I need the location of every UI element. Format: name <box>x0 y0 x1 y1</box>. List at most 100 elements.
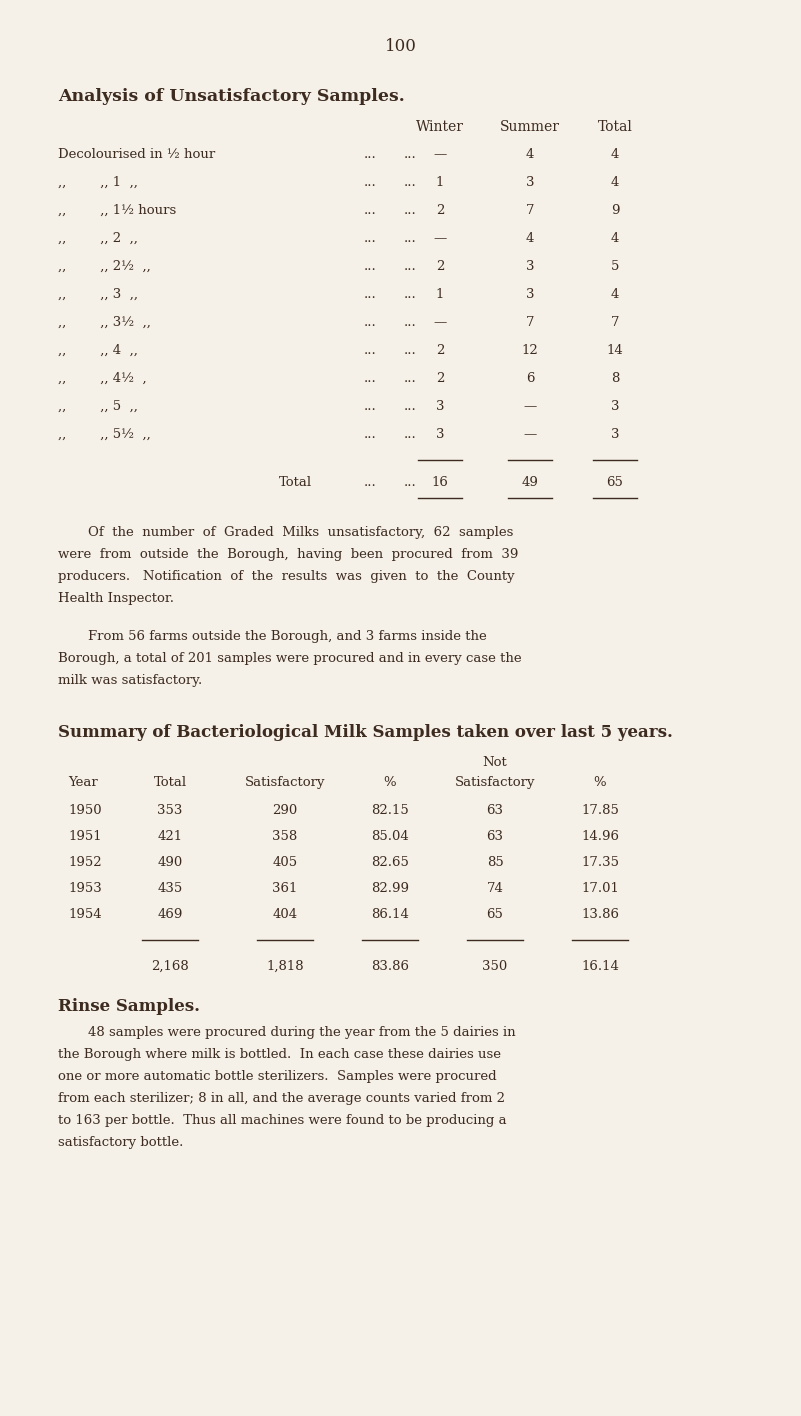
Text: ...: ... <box>404 261 417 273</box>
Text: ...: ... <box>364 344 376 357</box>
Text: ...: ... <box>364 372 376 385</box>
Text: Summer: Summer <box>500 120 560 135</box>
Text: 2: 2 <box>436 344 445 357</box>
Text: 85.04: 85.04 <box>371 830 409 843</box>
Text: ...: ... <box>404 204 417 217</box>
Text: ...: ... <box>364 316 376 329</box>
Text: ...: ... <box>364 428 376 440</box>
Text: 4: 4 <box>611 232 619 245</box>
Text: 7: 7 <box>525 316 534 329</box>
Text: ...: ... <box>404 149 417 161</box>
Text: 3: 3 <box>436 399 445 413</box>
Text: 49: 49 <box>521 476 538 489</box>
Text: 1: 1 <box>436 176 445 188</box>
Text: 405: 405 <box>272 857 297 869</box>
Text: 17.35: 17.35 <box>581 857 619 869</box>
Text: Total: Total <box>154 776 187 789</box>
Text: 8: 8 <box>611 372 619 385</box>
Text: 3: 3 <box>610 428 619 440</box>
Text: ,,        ,, 2  ,,: ,, ,, 2 ,, <box>58 232 138 245</box>
Text: 4: 4 <box>611 149 619 161</box>
Text: 14.96: 14.96 <box>581 830 619 843</box>
Text: 358: 358 <box>272 830 298 843</box>
Text: Summary of Bacteriological Milk Samples taken over last 5 years.: Summary of Bacteriological Milk Samples … <box>58 724 673 741</box>
Text: ...: ... <box>404 316 417 329</box>
Text: ...: ... <box>364 287 376 302</box>
Text: Rinse Samples.: Rinse Samples. <box>58 998 200 1015</box>
Text: 86.14: 86.14 <box>371 908 409 920</box>
Text: ,,        ,, 5  ,,: ,, ,, 5 ,, <box>58 399 138 413</box>
Text: ...: ... <box>404 428 417 440</box>
Text: 3: 3 <box>525 176 534 188</box>
Text: Total: Total <box>279 476 312 489</box>
Text: —: — <box>523 399 537 413</box>
Text: 63: 63 <box>486 804 504 817</box>
Text: Decolourised in ½ hour: Decolourised in ½ hour <box>58 149 215 161</box>
Text: 1954: 1954 <box>68 908 102 920</box>
Text: 290: 290 <box>272 804 298 817</box>
Text: ...: ... <box>404 372 417 385</box>
Text: ,,        ,, 2½  ,,: ,, ,, 2½ ,, <box>58 261 151 273</box>
Text: Satisfactory: Satisfactory <box>455 776 535 789</box>
Text: 1952: 1952 <box>68 857 102 869</box>
Text: ...: ... <box>404 176 417 188</box>
Text: 17.85: 17.85 <box>581 804 619 817</box>
Text: 490: 490 <box>157 857 183 869</box>
Text: 5: 5 <box>611 261 619 273</box>
Text: 2,168: 2,168 <box>151 960 189 973</box>
Text: ...: ... <box>364 399 376 413</box>
Text: 9: 9 <box>610 204 619 217</box>
Text: 13.86: 13.86 <box>581 908 619 920</box>
Text: Health Inspector.: Health Inspector. <box>58 592 174 605</box>
Text: ...: ... <box>364 204 376 217</box>
Text: Not: Not <box>483 756 507 769</box>
Text: 16.14: 16.14 <box>581 960 619 973</box>
Text: —: — <box>433 149 447 161</box>
Text: ...: ... <box>364 232 376 245</box>
Text: %: % <box>384 776 396 789</box>
Text: 16: 16 <box>432 476 449 489</box>
Text: were  from  outside  the  Borough,  having  been  procured  from  39: were from outside the Borough, having be… <box>58 548 518 561</box>
Text: ...: ... <box>364 149 376 161</box>
Text: ,,        ,, 4½  ,: ,, ,, 4½ , <box>58 372 147 385</box>
Text: 469: 469 <box>157 908 183 920</box>
Text: 435: 435 <box>157 882 183 895</box>
Text: Satisfactory: Satisfactory <box>245 776 325 789</box>
Text: 2: 2 <box>436 372 445 385</box>
Text: 404: 404 <box>272 908 297 920</box>
Text: 65: 65 <box>606 476 623 489</box>
Text: the Borough where milk is bottled.  In each case these dairies use: the Borough where milk is bottled. In ea… <box>58 1048 501 1061</box>
Text: Analysis of Unsatisfactory Samples.: Analysis of Unsatisfactory Samples. <box>58 88 405 105</box>
Text: milk was satisfactory.: milk was satisfactory. <box>58 674 202 687</box>
Text: 3: 3 <box>525 287 534 302</box>
Text: 3: 3 <box>610 399 619 413</box>
Text: Of  the  number  of  Graded  Milks  unsatisfactory,  62  samples: Of the number of Graded Milks unsatisfac… <box>88 525 513 539</box>
Text: ...: ... <box>364 261 376 273</box>
Text: %: % <box>594 776 606 789</box>
Text: 1,818: 1,818 <box>266 960 304 973</box>
Text: 350: 350 <box>482 960 508 973</box>
Text: 361: 361 <box>272 882 298 895</box>
Text: 4: 4 <box>525 232 534 245</box>
Text: 7: 7 <box>610 316 619 329</box>
Text: ...: ... <box>404 399 417 413</box>
Text: 4: 4 <box>611 287 619 302</box>
Text: —: — <box>433 232 447 245</box>
Text: 3: 3 <box>525 261 534 273</box>
Text: ...: ... <box>364 476 376 489</box>
Text: from each sterilizer; 8 in all, and the average counts varied from 2: from each sterilizer; 8 in all, and the … <box>58 1092 505 1104</box>
Text: ...: ... <box>404 287 417 302</box>
Text: satisfactory bottle.: satisfactory bottle. <box>58 1136 183 1148</box>
Text: 65: 65 <box>486 908 504 920</box>
Text: Year: Year <box>68 776 98 789</box>
Text: 2: 2 <box>436 261 445 273</box>
Text: ...: ... <box>404 344 417 357</box>
Text: ,,        ,, 1½ hours: ,, ,, 1½ hours <box>58 204 176 217</box>
Text: Total: Total <box>598 120 633 135</box>
Text: 1951: 1951 <box>68 830 102 843</box>
Text: to 163 per bottle.  Thus all machines were found to be producing a: to 163 per bottle. Thus all machines wer… <box>58 1114 506 1127</box>
Text: ,,        ,, 4  ,,: ,, ,, 4 ,, <box>58 344 138 357</box>
Text: 82.15: 82.15 <box>371 804 409 817</box>
Text: 83.86: 83.86 <box>371 960 409 973</box>
Text: ...: ... <box>404 232 417 245</box>
